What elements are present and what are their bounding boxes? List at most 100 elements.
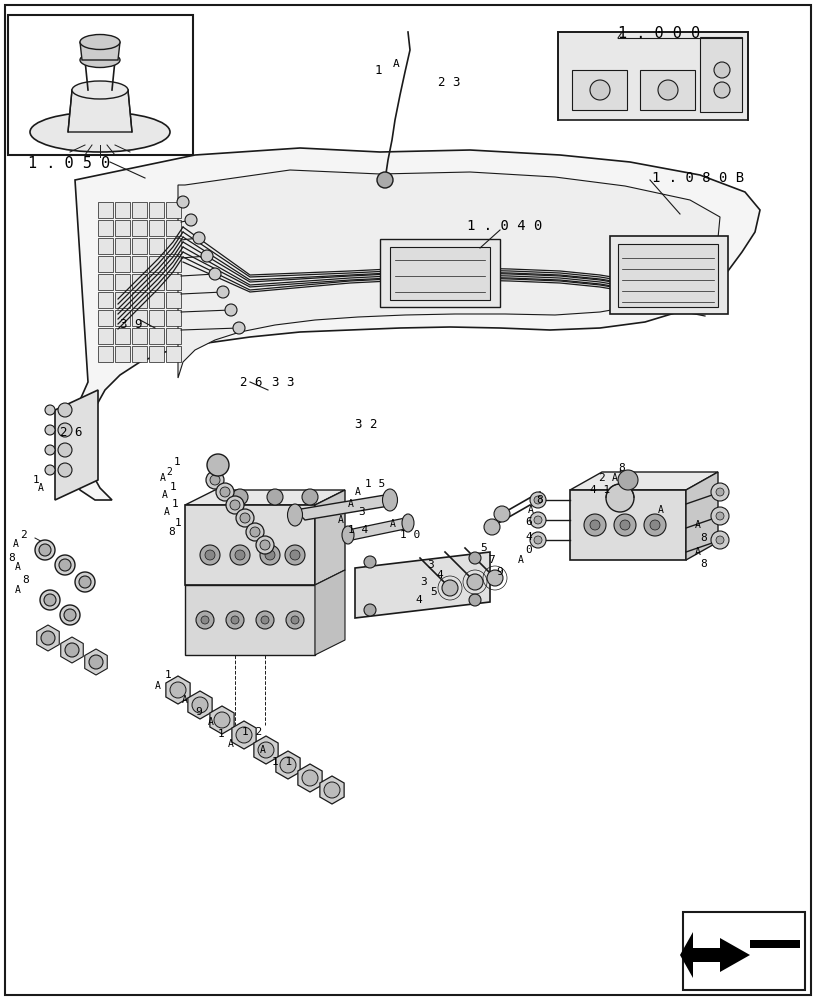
- Bar: [132, 346, 147, 362]
- Circle shape: [45, 465, 55, 475]
- Circle shape: [267, 489, 283, 505]
- Polygon shape: [178, 170, 720, 378]
- Text: 3: 3: [427, 560, 434, 570]
- Circle shape: [58, 463, 72, 477]
- Polygon shape: [686, 472, 718, 560]
- Text: A: A: [228, 739, 234, 749]
- Bar: [132, 238, 147, 254]
- Text: 3 3: 3 3: [272, 375, 295, 388]
- Circle shape: [286, 611, 304, 629]
- Text: A: A: [528, 505, 534, 515]
- Text: A: A: [348, 499, 354, 509]
- Circle shape: [280, 757, 296, 773]
- Polygon shape: [68, 90, 132, 132]
- Bar: [149, 220, 164, 236]
- Text: 5: 5: [480, 543, 487, 553]
- Polygon shape: [315, 570, 345, 655]
- Bar: [132, 310, 147, 326]
- Polygon shape: [185, 505, 315, 585]
- Circle shape: [65, 643, 79, 657]
- Bar: [115, 346, 130, 362]
- Circle shape: [60, 605, 80, 625]
- Circle shape: [231, 616, 239, 624]
- Text: 6: 6: [525, 517, 532, 527]
- Bar: [98, 220, 113, 236]
- Circle shape: [494, 506, 510, 522]
- Text: 1 1: 1 1: [272, 757, 292, 767]
- Circle shape: [58, 443, 72, 457]
- Circle shape: [716, 512, 724, 520]
- Bar: [132, 292, 147, 308]
- Bar: [115, 310, 130, 326]
- Text: 3 2: 3 2: [355, 418, 378, 430]
- Circle shape: [364, 604, 376, 616]
- Bar: [115, 292, 130, 308]
- Bar: [132, 274, 147, 290]
- Text: 9: 9: [195, 707, 202, 717]
- Circle shape: [584, 514, 606, 536]
- Circle shape: [205, 550, 215, 560]
- Polygon shape: [80, 42, 120, 60]
- Text: A: A: [518, 555, 524, 565]
- Circle shape: [58, 423, 72, 437]
- Text: 1: 1: [175, 518, 182, 528]
- Circle shape: [64, 609, 76, 621]
- Circle shape: [644, 514, 666, 536]
- Polygon shape: [85, 649, 107, 675]
- Bar: [98, 310, 113, 326]
- Text: A: A: [13, 539, 19, 549]
- Text: A: A: [38, 483, 44, 493]
- Text: A: A: [338, 515, 344, 525]
- Bar: [98, 346, 113, 362]
- Bar: [166, 292, 181, 308]
- Bar: [115, 220, 130, 236]
- Polygon shape: [348, 518, 410, 540]
- Ellipse shape: [30, 112, 170, 152]
- Circle shape: [590, 80, 610, 100]
- Text: 1 5: 1 5: [365, 479, 385, 489]
- Text: 0: 0: [525, 545, 532, 555]
- Circle shape: [35, 540, 55, 560]
- Polygon shape: [355, 552, 490, 618]
- Ellipse shape: [72, 81, 128, 99]
- Circle shape: [193, 232, 205, 244]
- Text: 8: 8: [700, 559, 707, 569]
- Text: A: A: [390, 519, 396, 529]
- Polygon shape: [210, 706, 234, 734]
- Circle shape: [40, 590, 60, 610]
- Text: 1: 1: [172, 499, 179, 509]
- Text: 3: 3: [358, 507, 365, 517]
- Circle shape: [258, 742, 274, 758]
- Circle shape: [192, 697, 208, 713]
- Text: 3 9: 3 9: [120, 318, 143, 330]
- Text: A: A: [15, 562, 21, 572]
- Bar: [149, 202, 164, 218]
- Text: A: A: [15, 585, 21, 595]
- Bar: [115, 274, 130, 290]
- Bar: [380, 239, 500, 307]
- Bar: [558, 32, 748, 120]
- Circle shape: [250, 527, 260, 537]
- Text: A: A: [355, 487, 361, 497]
- Circle shape: [530, 532, 546, 548]
- Ellipse shape: [402, 514, 414, 532]
- Circle shape: [530, 492, 546, 508]
- Circle shape: [216, 483, 234, 501]
- Ellipse shape: [287, 504, 303, 526]
- Polygon shape: [185, 585, 315, 655]
- Bar: [149, 292, 164, 308]
- Circle shape: [711, 507, 729, 525]
- Text: 1: 1: [33, 475, 40, 485]
- Bar: [640, 70, 695, 110]
- Text: 1 0: 1 0: [400, 530, 420, 540]
- Circle shape: [290, 550, 300, 560]
- Circle shape: [232, 489, 248, 505]
- Bar: [149, 274, 164, 290]
- Circle shape: [185, 214, 197, 226]
- Circle shape: [240, 513, 250, 523]
- Text: A: A: [182, 695, 188, 705]
- Circle shape: [714, 82, 730, 98]
- Polygon shape: [570, 490, 686, 560]
- Bar: [132, 220, 147, 236]
- Text: 8: 8: [22, 575, 29, 585]
